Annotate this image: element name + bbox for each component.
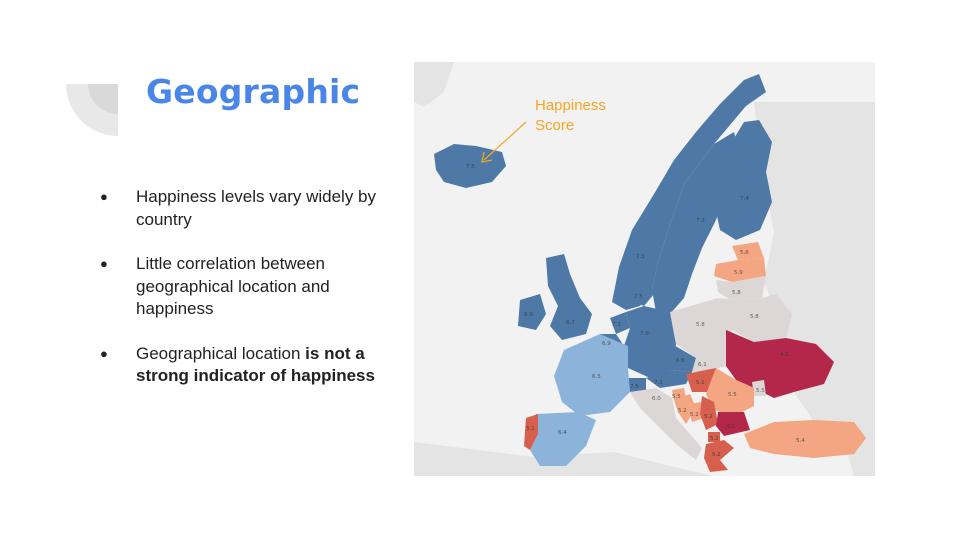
country-belarus: [732, 294, 792, 342]
score-serbia: 5.2: [704, 414, 713, 420]
country-czechia: [672, 344, 696, 372]
bullet-item: Happiness levels vary widely by country: [100, 186, 400, 231]
bullet-list: Happiness levels vary widely by country …: [100, 186, 400, 410]
country-slovakia: [692, 354, 726, 372]
greenland-land: [414, 62, 454, 107]
country-spain: [530, 412, 596, 466]
country-croatia: [674, 394, 696, 424]
country-latvia: [714, 258, 766, 282]
country-denmark: [634, 278, 654, 306]
score-latvia: 5.9: [734, 270, 743, 276]
annotation-line-2: Score: [535, 117, 575, 134]
country-sweden: [652, 132, 740, 314]
score-austria: 7.1: [654, 380, 663, 386]
bullet-text: Geographical location: [136, 343, 306, 363]
country-estonia: [732, 242, 764, 260]
score-ireland: 6.9: [524, 312, 533, 318]
slide-title: Geographic: [146, 72, 361, 111]
annotation-line-1: Happiness: [535, 97, 606, 114]
score-denmark: 7.5: [634, 294, 643, 300]
score-uk: 6.7: [566, 320, 575, 326]
country-poland: [670, 298, 732, 358]
score-france: 6.5: [592, 374, 601, 380]
country-lithuania: [716, 276, 766, 300]
bullet-bold-text: is not a strong indicator of happiness: [136, 343, 375, 386]
score-finland: 7.4: [740, 196, 749, 202]
russia-land: [754, 102, 875, 476]
country-romania: [706, 368, 754, 416]
score-czechia: 6.6: [676, 358, 685, 364]
score-ukraine: 4.3: [780, 352, 789, 358]
score-switzerland: 7.5: [630, 384, 639, 390]
bullet-item: Little correlation between geographical …: [100, 253, 400, 321]
score-bosnia: 5.2: [690, 412, 699, 418]
score-sweden: 7.3: [696, 218, 705, 224]
score-italy: 6.0: [652, 396, 661, 402]
annotation-arrow: [481, 121, 527, 163]
score-bulgaria: 4.2: [726, 424, 735, 430]
score-spain: 6.4: [558, 430, 567, 436]
score-norway: 7.5: [636, 254, 645, 260]
score-portugal: 5.1: [526, 426, 535, 432]
score-slovenia: 5.5: [672, 394, 681, 400]
country-turkey: [744, 420, 866, 458]
country-moldova: [752, 380, 766, 396]
bullet-text: Little correlation between geographical …: [136, 254, 330, 318]
country-greece: [704, 440, 734, 472]
score-estonia: 5.6: [740, 250, 749, 256]
score-belarus: 5.8: [750, 314, 759, 320]
happiness-score-annotation: Happiness Score: [535, 96, 625, 136]
score-lithuania: 5.8: [732, 290, 741, 296]
country-portugal: [524, 414, 538, 450]
score-belgium: 6.9: [602, 341, 611, 347]
decorative-corner-shape: [66, 84, 118, 136]
europe-map-svg: 7.5 7.5 7.3 7.4 5.6 5.9 5.8 5.8 6.9 6.7 …: [414, 62, 875, 476]
score-turkey: 5.4: [796, 438, 805, 444]
score-croatia: 5.2: [678, 408, 687, 414]
country-switzerland: [628, 378, 646, 392]
country-italy: [630, 388, 702, 460]
country-serbia: [700, 396, 718, 430]
score-germany: 7.0: [640, 331, 649, 337]
country-ukraine: [726, 330, 834, 398]
country-bosnia: [688, 402, 704, 422]
country-austria: [646, 370, 692, 388]
score-iceland: 7.5: [466, 164, 475, 170]
score-greece: 5.2: [712, 452, 721, 458]
country-ireland: [518, 294, 546, 330]
country-bulgaria: [716, 412, 750, 436]
country-norway: [612, 74, 766, 310]
score-netherlands: 7.3: [612, 322, 621, 328]
europe-happiness-map: 7.5 7.5 7.3 7.4 5.6 5.9 5.8 5.8 6.9 6.7 …: [414, 62, 875, 476]
country-uk: [546, 254, 592, 340]
bullet-text: Happiness levels vary widely by country: [136, 187, 376, 229]
country-iceland: [434, 144, 506, 188]
score-macedonia: 5.2: [710, 436, 719, 442]
bullet-item: Geographical location is not a strong in…: [100, 343, 400, 388]
score-slovakia: 6.1: [698, 362, 707, 368]
score-labels: 7.5 7.5 7.3 7.4 5.6 5.9 5.8 5.8 6.9 6.7 …: [466, 164, 805, 458]
country-finland: [714, 120, 772, 240]
score-moldova: 5.5: [756, 388, 765, 394]
score-hungary: 5.1: [696, 380, 705, 386]
country-macedonia: [708, 432, 720, 442]
country-france: [554, 334, 630, 416]
score-romania: 5.5: [728, 392, 737, 398]
score-poland: 5.8: [696, 322, 705, 328]
country-netherlands: [610, 312, 630, 334]
country-germany: [624, 306, 676, 378]
